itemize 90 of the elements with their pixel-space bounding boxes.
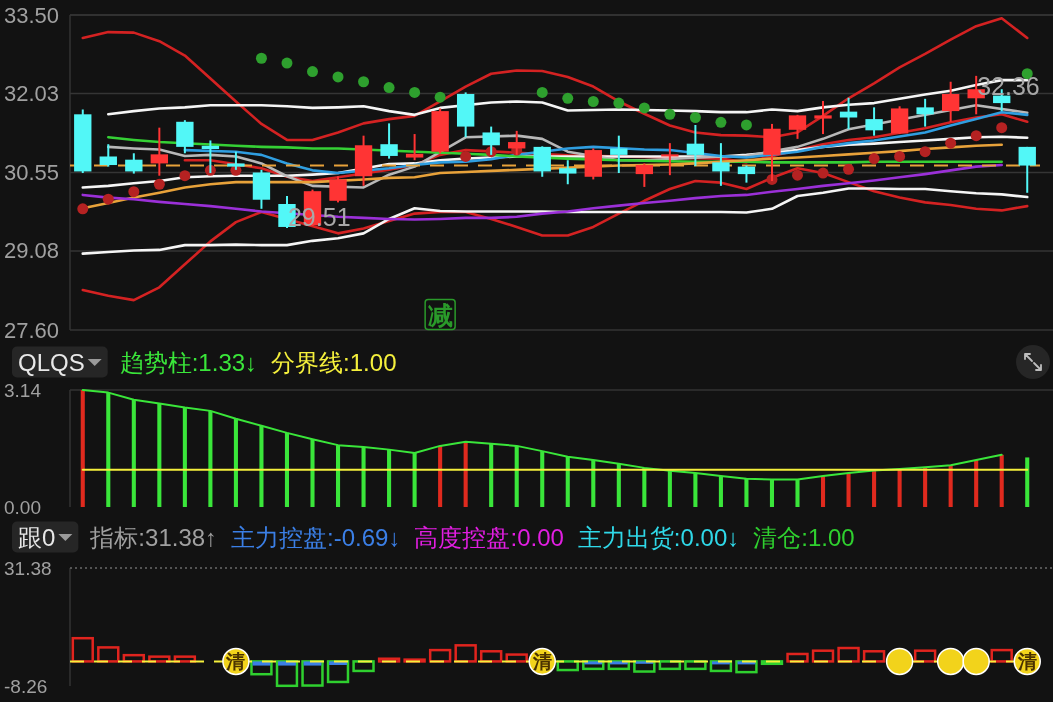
candlestick bbox=[916, 97, 934, 128]
point bbox=[307, 66, 318, 78]
legend-title: QLQS bbox=[18, 348, 85, 376]
bar bbox=[999, 454, 1004, 507]
point bbox=[894, 150, 906, 162]
point bbox=[664, 108, 676, 120]
bar bbox=[1025, 457, 1030, 507]
point bbox=[689, 112, 701, 124]
candlestick bbox=[99, 143, 117, 168]
candlestick bbox=[1018, 145, 1036, 194]
legend-label: 清仓:1.00 bbox=[753, 523, 855, 551]
legend-title: 跟0 bbox=[18, 523, 56, 551]
bar bbox=[438, 445, 443, 507]
y-tick-label: 29.08 bbox=[4, 238, 60, 264]
bar bbox=[948, 465, 953, 507]
point bbox=[179, 170, 191, 182]
point bbox=[817, 167, 829, 179]
point bbox=[128, 186, 140, 198]
annotation: 29.51 bbox=[287, 203, 351, 232]
point bbox=[153, 178, 165, 190]
bar bbox=[872, 470, 877, 507]
candlestick bbox=[559, 159, 577, 186]
y-tick-label: 31.38 bbox=[4, 557, 52, 579]
legend-label: 高度控盘:0.00 bbox=[414, 523, 564, 551]
data-label: 清 bbox=[1016, 650, 1037, 672]
point bbox=[868, 153, 880, 165]
point bbox=[434, 91, 446, 103]
bar bbox=[897, 468, 902, 507]
bar bbox=[846, 473, 851, 507]
point bbox=[919, 146, 931, 158]
point bbox=[409, 86, 421, 98]
bar bbox=[80, 390, 85, 507]
point bbox=[536, 86, 548, 98]
data-label: 清 bbox=[225, 650, 246, 672]
candlestick bbox=[788, 113, 807, 140]
y-tick-label: 0.00 bbox=[4, 496, 41, 518]
line-series bbox=[183, 110, 1029, 175]
candlestick bbox=[150, 126, 169, 177]
point bbox=[562, 92, 574, 104]
y-tick-label: 30.55 bbox=[4, 160, 60, 185]
candlestick bbox=[661, 142, 679, 177]
bar bbox=[252, 661, 271, 666]
bar bbox=[820, 476, 826, 507]
candlestick bbox=[635, 162, 654, 188]
point bbox=[970, 130, 982, 142]
y-tick-label: -8.26 bbox=[4, 675, 48, 697]
candlestick bbox=[125, 152, 143, 175]
y-tick-label: 33.50 bbox=[4, 2, 60, 28]
bar bbox=[463, 441, 468, 507]
line-series bbox=[81, 166, 1029, 302]
point bbox=[945, 137, 957, 149]
series-label: 趋势柱:1.33↓ bbox=[119, 348, 258, 376]
point bbox=[77, 203, 89, 215]
candlestick bbox=[329, 175, 347, 204]
candlestick bbox=[814, 99, 832, 136]
point bbox=[358, 76, 370, 88]
legend-label: 主力出货:0.00↓ bbox=[577, 523, 740, 551]
candlestick bbox=[380, 122, 398, 160]
candlestick bbox=[686, 123, 705, 168]
data-label: 减 bbox=[427, 300, 453, 329]
text: 分界线:1.00 bbox=[271, 348, 397, 376]
point bbox=[843, 163, 855, 175]
point bbox=[102, 193, 114, 205]
point bbox=[715, 116, 727, 128]
y-tick-label: 27.60 bbox=[4, 317, 60, 343]
point bbox=[613, 97, 625, 109]
y-tick-label: 3.14 bbox=[4, 379, 42, 401]
point bbox=[996, 122, 1008, 134]
point bbox=[383, 82, 395, 94]
bar bbox=[923, 467, 928, 507]
bar bbox=[974, 460, 979, 507]
candlestick bbox=[865, 106, 883, 137]
candlestick bbox=[405, 133, 424, 162]
point bbox=[281, 57, 293, 69]
line-series bbox=[81, 187, 1029, 255]
point bbox=[792, 169, 803, 181]
point bbox=[332, 71, 344, 83]
text: 主力控盘:-0.69↓ bbox=[231, 523, 401, 551]
point bbox=[638, 102, 650, 114]
point bbox=[740, 119, 752, 131]
point bbox=[587, 95, 599, 107]
candlestick bbox=[941, 80, 960, 123]
candlestick bbox=[839, 96, 858, 131]
data-label: 清 bbox=[531, 650, 552, 672]
point bbox=[255, 52, 267, 64]
point bbox=[460, 150, 472, 162]
y-tick-label: 32.03 bbox=[4, 80, 60, 106]
legend-label: 指标:31.38↑ bbox=[89, 523, 218, 551]
candlestick bbox=[712, 142, 730, 187]
candlestick bbox=[610, 134, 628, 175]
